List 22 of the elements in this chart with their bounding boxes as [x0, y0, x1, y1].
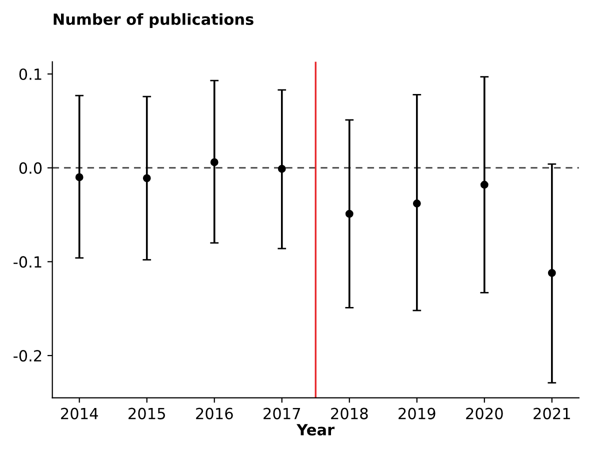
- y-tick-label: -0.2: [14, 350, 42, 362]
- point: [142, 174, 151, 182]
- point: [75, 173, 84, 182]
- x-tick-label: 2016: [196, 408, 233, 420]
- y-tick-label: -0.1: [14, 256, 42, 268]
- x-tick-label: 2021: [534, 408, 570, 420]
- x-tick-label: 2019: [398, 408, 436, 420]
- x-tick-label: 2020: [466, 408, 503, 420]
- y-tick-label: 0.0: [19, 162, 42, 174]
- point: [210, 158, 218, 166]
- chart-title: Number of publications: [54, 13, 254, 28]
- x-tick-label: 2014: [61, 408, 98, 420]
- point: [548, 269, 556, 277]
- point: [345, 210, 354, 218]
- x-tick-label: 2018: [331, 408, 368, 420]
- point: [412, 200, 421, 208]
- y-tick-label: 0.1: [19, 68, 42, 80]
- point: [480, 180, 488, 189]
- x-axis-title: Year: [296, 424, 335, 436]
- point: [278, 164, 286, 173]
- x-tick-label: 2017: [264, 408, 300, 420]
- x-tick-label: 2015: [128, 408, 165, 420]
